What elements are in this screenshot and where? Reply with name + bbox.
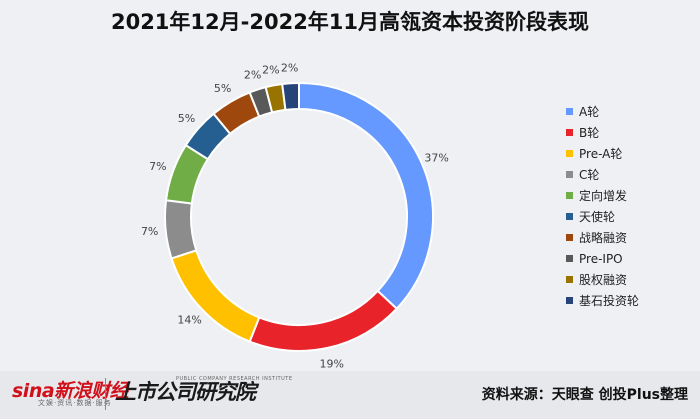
legend-swatch	[566, 129, 573, 136]
slice-value-label-2: 19%	[319, 357, 343, 370]
legend-item-10: 基石投资轮	[566, 290, 639, 311]
donut-slice-10	[281, 81, 300, 111]
legend-label: Pre-A轮	[579, 147, 623, 161]
slice-value-label-7: 5%	[214, 82, 231, 95]
legend-label: 天使轮	[579, 210, 616, 224]
slice-value-label-1: 37%	[424, 151, 448, 164]
legend-item-5: 定向增发	[566, 185, 639, 206]
legend-swatch	[566, 255, 573, 262]
slice-value-label-10: 2%	[281, 61, 298, 74]
donut-slice-4	[164, 199, 198, 260]
slice-value-label-9: 2%	[262, 64, 279, 77]
legend-swatch	[566, 276, 573, 283]
legend-swatch	[566, 150, 573, 157]
legend-swatch	[566, 108, 573, 115]
chart-legend: A轮 B轮 Pre-A轮 C轮定向增发天使轮战略融资 Pre-IPO 股权融资基石投资轮	[566, 101, 639, 311]
logo-divider	[105, 378, 106, 410]
slice-value-label-5: 7%	[149, 160, 166, 173]
legend-label: C轮	[579, 168, 600, 182]
slice-value-label-4: 7%	[141, 225, 158, 238]
legend-label: Pre-IPO	[579, 251, 623, 266]
legend-label: 基石投资轮	[579, 294, 640, 308]
legend-item-6: 天使轮	[566, 206, 639, 227]
donut-slice-3	[170, 249, 261, 343]
legend-label: B轮	[579, 126, 600, 140]
legend-label: 战略融资	[579, 231, 628, 245]
footer-band	[0, 371, 700, 419]
legend-item-8: Pre-IPO	[566, 248, 639, 269]
legend-swatch	[566, 234, 573, 241]
legend-item-4: C轮	[566, 164, 639, 185]
legend-swatch	[566, 297, 573, 304]
legend-label: 股权融资	[579, 273, 628, 287]
legend-label: 定向增发	[579, 189, 628, 203]
legend-item-3: Pre-A轮	[566, 143, 639, 164]
legend-item-2: B轮	[566, 122, 639, 143]
slice-value-label-3: 14%	[177, 314, 201, 327]
chart-title: 2021年12月-2022年11月高瓴资本投资阶段表现	[110, 10, 590, 34]
donut-slice-2	[248, 289, 399, 352]
legend-swatch	[566, 192, 573, 199]
legend-item-9: 股权融资	[566, 269, 639, 290]
donut-slice-1	[298, 81, 434, 311]
research-institute-logo: 上市公司研究院	[115, 380, 256, 404]
sina-finance-logo-subtitle: 文娱·资讯·数据·服务	[38, 399, 112, 407]
data-source-note: 资料来源：天眼查 创投Plus整理	[481, 387, 688, 403]
legend-item-1: A轮	[566, 101, 639, 122]
legend-label: A轮	[579, 105, 600, 119]
research-institute-logo-english: PUBLIC COMPANY RESEARCH INSTITUTE	[176, 376, 293, 382]
sina-finance-logo: sina新浪财经	[12, 380, 129, 402]
legend-swatch	[566, 171, 573, 178]
slice-value-label-6: 5%	[178, 112, 195, 125]
slice-value-label-8: 2%	[244, 68, 261, 81]
legend-item-7: 战略融资	[566, 227, 639, 248]
legend-swatch	[566, 213, 573, 220]
